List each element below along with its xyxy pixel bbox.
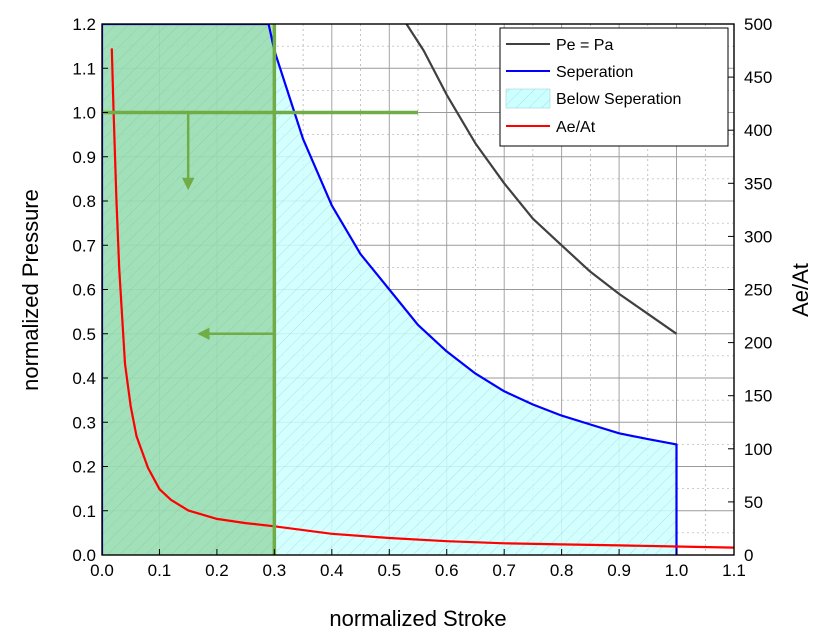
x-tick-label: 0.0 [90, 561, 114, 580]
y2-tick-label: 50 [744, 493, 763, 512]
x-tick-label: 0.3 [263, 561, 287, 580]
y2-tick-label: 0 [744, 546, 753, 565]
y-tick-label: 0.3 [72, 413, 96, 432]
y-tick-label: 0.0 [72, 546, 96, 565]
legend: Pe = Pa Seperation Below Seperation Ae/A… [499, 27, 729, 147]
y-tick-label: 1.1 [72, 59, 96, 78]
y-tick-label: 0.1 [72, 502, 96, 521]
y2-tick-label: 250 [744, 281, 772, 300]
x-tick-label: 1.1 [722, 561, 746, 580]
legend-label-seperation: Seperation [556, 64, 633, 81]
axes [101, 23, 735, 556]
y2-tick-label: 200 [744, 334, 772, 353]
y-axis-title: normalized Pressure [18, 189, 43, 391]
y2-tick-label: 500 [744, 15, 772, 34]
legend-label-below-seperation: Below Seperation [556, 91, 681, 108]
x-tick-label: 0.1 [148, 561, 172, 580]
series-line-pe-pa [405, 24, 678, 335]
y2-tick-label: 450 [744, 68, 772, 87]
x-tick-label: 0.6 [435, 561, 459, 580]
y-tick-label: 0.6 [72, 281, 96, 300]
y-tick-label: 0.4 [72, 369, 96, 388]
legend-box [499, 27, 729, 147]
y2-tick-label: 150 [744, 387, 772, 406]
x-tick-label: 0.2 [205, 561, 229, 580]
series-line-ae-at [110, 48, 734, 549]
shaded-region [102, 24, 275, 555]
y-tick-label: 0.2 [72, 458, 96, 477]
x-tick-label: 0.7 [492, 561, 516, 580]
y-tick-label: 1.2 [72, 15, 96, 34]
x-tick-label: 0.5 [377, 561, 401, 580]
y2-tick-label: 300 [744, 227, 772, 246]
y-tick-label: 0.7 [72, 236, 96, 255]
x-tick-label: 0.9 [607, 561, 631, 580]
annotations [102, 24, 418, 555]
x-tick-label: 0.8 [550, 561, 574, 580]
legend-label-pe-pa: Pe = Pa [556, 37, 613, 54]
legend-swatch-hatch [506, 89, 550, 108]
x-tick-label: 1.0 [665, 561, 689, 580]
y2-tick-label: 350 [744, 174, 772, 193]
y-tick-label: 0.8 [72, 192, 96, 211]
legend-label-ae-at: Ae/At [556, 119, 596, 136]
y2-tick-label: 400 [744, 121, 772, 140]
x-axis-title: normalized Stroke [329, 606, 506, 631]
tick-labels: 0.0 0.1 0.2 0.3 0.4 0.5 0.6 0.7 0.8 0.9 1.0 1.1 0.0 0… [72, 15, 772, 580]
y-tick-label: 0.9 [72, 148, 96, 167]
y-tick-label: 0.5 [72, 325, 96, 344]
y2-axis-title: Ae/At [788, 263, 813, 317]
y-tick-label: 1.0 [72, 104, 96, 123]
x-tick-label: 0.4 [320, 561, 344, 580]
y2-tick-label: 100 [744, 440, 772, 459]
